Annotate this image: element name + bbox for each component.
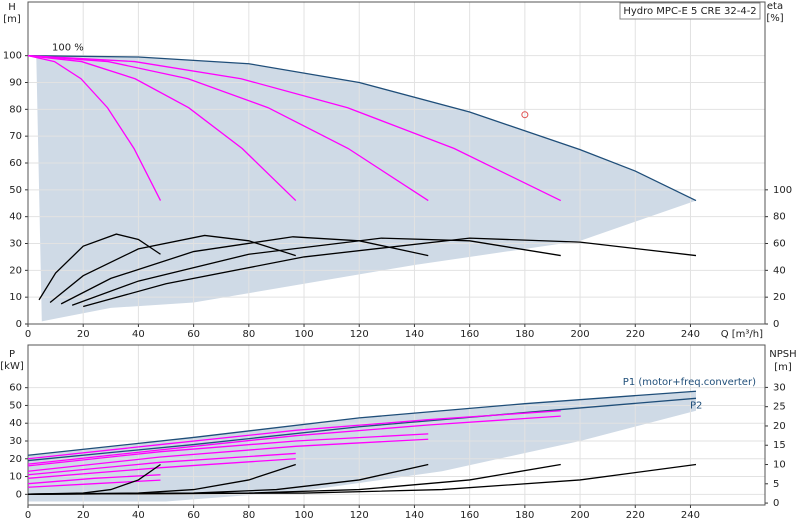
curve — [27, 55, 297, 202]
curve — [27, 474, 161, 485]
y-tick-label: 20 — [9, 454, 22, 465]
y2-tick-label: 15 — [773, 440, 786, 451]
x-tick-label: 220 — [626, 329, 645, 340]
curve — [27, 55, 697, 202]
x-tick-label: 140 — [405, 329, 424, 340]
x-tick-label: 0 — [25, 510, 31, 520]
x-tick-label: 160 — [460, 510, 479, 520]
x-tick-label: 20 — [77, 329, 90, 340]
y-tick-label: 0 — [16, 489, 22, 500]
plot-frame — [27, 344, 766, 506]
title-box — [619, 2, 761, 20]
y-tick-label: 10 — [9, 472, 22, 483]
curve — [38, 233, 161, 301]
curve — [27, 463, 697, 495]
curve — [27, 458, 296, 479]
y-tick-label: 50 — [9, 400, 22, 411]
x-tick-label: 220 — [626, 510, 645, 520]
x-tick-label: 160 — [460, 329, 479, 340]
y2-axis-label: NPSH — [769, 349, 796, 360]
curve — [27, 55, 162, 201]
y-axis-unit: [kW] — [0, 361, 24, 372]
y2-tick-label: 40 — [773, 265, 786, 276]
curve — [27, 55, 562, 202]
curve — [60, 236, 429, 305]
curve — [27, 397, 697, 462]
x-tick-label: 120 — [350, 329, 369, 340]
x-tick-label: 180 — [515, 510, 534, 520]
curve — [27, 452, 296, 476]
curve — [27, 479, 161, 488]
y2-tick-label: 5 — [773, 479, 779, 490]
x-tick-label: 100 — [294, 329, 313, 340]
curve — [49, 234, 296, 304]
duty-point — [521, 111, 529, 119]
x-axis-label: Q [m³/h] — [721, 329, 763, 340]
x-tick-label: 80 — [242, 329, 255, 340]
y2-axis-unit: [m] — [774, 362, 792, 373]
y2-axis-label: eta — [767, 1, 783, 12]
series-label: P1 (motor+freq.converter) — [623, 377, 756, 388]
operating-region — [36, 55, 696, 322]
x-tick-label: 20 — [77, 510, 90, 520]
y2-tick-label: 60 — [773, 239, 786, 250]
plot-frame — [27, 1, 766, 325]
x-tick-label: 240 — [681, 329, 700, 340]
x-tick-label: 240 — [681, 510, 700, 520]
y-tick-label: 30 — [9, 239, 22, 250]
y-tick-label: 20 — [9, 265, 22, 276]
x-tick-label: 40 — [132, 510, 145, 520]
y2-tick-label: 20 — [773, 421, 786, 432]
y-tick-label: 40 — [9, 418, 22, 429]
x-tick-label: 40 — [132, 329, 145, 340]
curve — [27, 438, 429, 472]
y2-tick-label: 30 — [773, 382, 786, 393]
y-tick-label: 30 — [9, 436, 22, 447]
y-axis-label: P — [9, 349, 15, 360]
curve — [27, 390, 697, 456]
chart-title: Hydro MPC-E 5 CRE 32-4-2 — [623, 6, 756, 17]
curve — [83, 237, 697, 308]
x-tick-label: 140 — [405, 510, 424, 520]
x-tick-label: 60 — [187, 329, 200, 340]
y2-tick-label: 0 — [773, 319, 779, 330]
curve — [27, 410, 561, 460]
y-tick-label: 70 — [9, 131, 22, 142]
x-tick-label: 80 — [242, 510, 255, 520]
y2-tick-label: 20 — [773, 292, 786, 303]
y-tick-label: 50 — [9, 185, 22, 196]
y-axis-label: H — [8, 2, 16, 13]
x-tick-label: 180 — [515, 329, 534, 340]
x-tick-label: 100 — [294, 510, 313, 520]
curve — [27, 433, 429, 467]
y-tick-label: 80 — [9, 104, 22, 115]
x-tick-label: 0 — [25, 329, 31, 340]
y-axis-unit: [m] — [3, 14, 21, 25]
x-tick-label: 200 — [571, 510, 590, 520]
y2-tick-label: 80 — [773, 212, 786, 223]
annotation: 100 % — [52, 43, 84, 54]
curve — [71, 237, 561, 306]
x-tick-label: 60 — [187, 510, 200, 520]
y2-axis-unit: [%] — [766, 13, 783, 24]
y-tick-label: 60 — [9, 383, 22, 394]
y-tick-label: 40 — [9, 212, 22, 223]
x-tick-label: 200 — [571, 329, 590, 340]
curve — [27, 55, 429, 202]
y-tick-label: 0 — [16, 319, 22, 330]
y2-tick-label: 10 — [773, 460, 786, 471]
x-tick-label: 120 — [350, 510, 369, 520]
curve — [27, 415, 561, 465]
y-tick-label: 60 — [9, 158, 22, 169]
y-tick-label: 90 — [9, 78, 22, 89]
y-tick-label: 10 — [9, 292, 22, 303]
y2-tick-label: 0 — [773, 498, 779, 509]
y-tick-label: 100 — [3, 51, 22, 62]
series-label: P2 — [690, 400, 702, 411]
y2-tick-label: 100 — [773, 185, 792, 196]
y2-tick-label: 25 — [773, 402, 786, 413]
